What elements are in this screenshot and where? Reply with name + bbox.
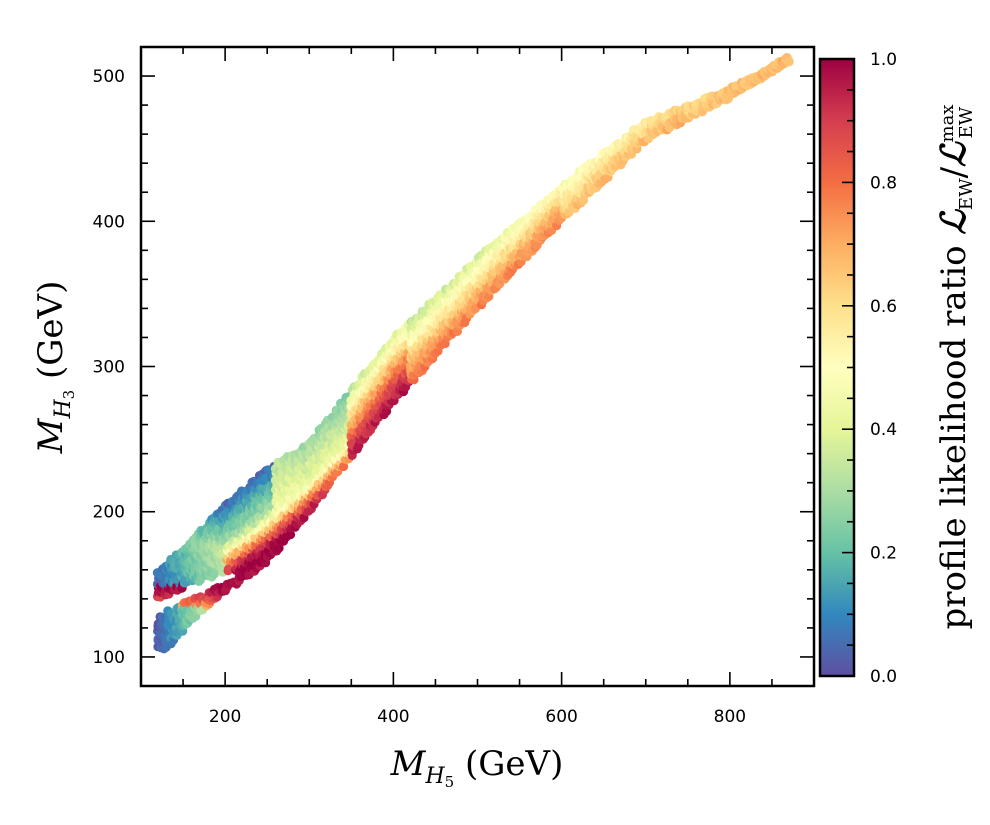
density-cell [440,338,450,349]
x-tick-label: 800 [714,707,746,727]
colorbar-ticks: 0.0 0.2 0.4 0.6 0.8 1.0 [842,50,897,687]
x-axis-ticks: 200 400 600 800 [182,47,773,727]
colorbar-tick-label: 0.4 [870,420,897,440]
y-axis-ticks: 100 200 300 400 500 [93,67,814,668]
colorbar: 0.0 0.2 0.4 0.6 0.8 1.0 profile likelihood ra… [818,50,977,687]
colorbar-tick-label: 0.2 [870,544,897,564]
colorbar-tick-label: 0.6 [870,297,897,317]
density-cell [783,56,794,67]
y-tick-label: 100 [93,648,125,668]
x-tick-label: 200 [209,707,241,727]
y-tick-label: 500 [93,67,125,87]
density-cell [285,530,296,540]
y-tick-label: 300 [93,358,125,378]
x-tick-label: 400 [377,707,409,727]
x-axis-label: MH5 (GeV) [390,744,564,791]
axes-frame [139,45,816,688]
y-tick-label: 200 [93,503,125,523]
x-tick-label: 600 [545,707,577,727]
colorbar-label: profile likelihood ratio ℒEW/ℒmaxEW [934,105,977,630]
colorbar-tick-label: 0.0 [870,667,897,687]
density-cell [339,461,349,472]
colorbar-tick-label: 1.0 [870,50,897,70]
colorbar-tick-label: 0.8 [870,173,897,193]
plot-area [152,53,794,654]
y-axis-label: MH3 (GeV) [31,281,78,455]
y-tick-label: 400 [93,212,125,232]
